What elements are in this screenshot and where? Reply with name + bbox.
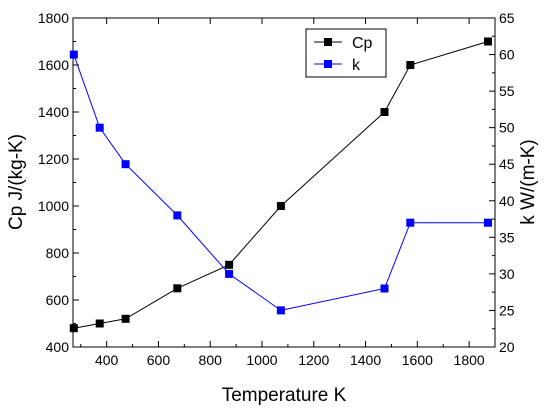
- right-y-tick-label: 65: [499, 10, 515, 26]
- legend-label-k: k: [352, 57, 361, 74]
- left-y-tick-label: 1400: [38, 104, 69, 120]
- data-point-k: [225, 269, 234, 278]
- data-point-cp: [380, 108, 389, 116]
- data-point-k: [276, 306, 285, 315]
- data-point-cp: [173, 284, 182, 293]
- right-y-tick-label: 25: [499, 302, 515, 318]
- right-y-tick-label: 20: [499, 339, 515, 355]
- left-y-axis-title: Cp J/(kg-K): [6, 134, 27, 230]
- left-y-tick-label: 800: [46, 245, 70, 261]
- right-y-tick-label: 60: [499, 47, 515, 63]
- x-tick-label: 1800: [454, 352, 485, 368]
- left-y-tick-label: 1600: [38, 57, 69, 73]
- data-point-k: [69, 50, 78, 59]
- legend-label-cp: Cp: [352, 35, 373, 52]
- left-y-tick-label: 400: [46, 339, 70, 355]
- data-point-k: [484, 218, 492, 227]
- legend-marker-k: [324, 60, 332, 68]
- plot-area-frame: [72, 17, 496, 348]
- left-y-tick-label: 600: [46, 292, 70, 308]
- right-y-tick-label: 50: [499, 120, 515, 136]
- data-point-k: [121, 160, 130, 169]
- x-tick-label: 600: [147, 352, 171, 368]
- series-line-k: [73, 54, 488, 311]
- data-point-cp: [276, 202, 285, 210]
- right-y-tick-label: 45: [499, 156, 515, 172]
- legend-box: [305, 28, 387, 78]
- data-point-cp: [121, 314, 130, 323]
- data-point-k: [380, 284, 389, 293]
- legend-marker-cp: [324, 38, 332, 46]
- x-axis-title: Temperature K: [222, 385, 347, 406]
- right-y-axis-title: k W/(m-K): [518, 139, 539, 224]
- x-tick-label: 1200: [298, 352, 329, 368]
- left-y-tick-label: 1800: [38, 10, 69, 26]
- left-y-tick-label: 1000: [38, 198, 69, 214]
- x-tick-label: 1000: [246, 352, 277, 368]
- x-tick-label: 400: [95, 352, 119, 368]
- data-point-cp: [95, 319, 104, 328]
- right-y-tick-label: 35: [499, 229, 515, 245]
- data-point-k: [95, 123, 104, 132]
- left-y-tick-label: 1200: [38, 151, 69, 167]
- x-tick-label: 800: [199, 352, 223, 368]
- right-y-tick-label: 30: [499, 266, 515, 282]
- data-point-cp: [484, 37, 492, 46]
- data-point-k: [173, 211, 182, 220]
- data-point-k: [406, 218, 415, 227]
- data-point-cp: [69, 324, 78, 333]
- legend: Cp k: [305, 28, 387, 78]
- data-point-cp: [225, 260, 234, 269]
- x-tick-label: 1600: [402, 352, 433, 368]
- x-tick-label: 1400: [350, 352, 381, 368]
- series-lines: [73, 41, 489, 329]
- axis-ticks: 400 600 800 1000 1200 1400 1600 1800 400 600 800 10…: [38, 10, 515, 368]
- series-markers: [69, 37, 492, 333]
- right-y-tick-label: 40: [499, 193, 515, 209]
- series-line-cp: [73, 41, 489, 329]
- data-point-cp: [406, 61, 415, 69]
- right-y-tick-label: 55: [499, 83, 515, 99]
